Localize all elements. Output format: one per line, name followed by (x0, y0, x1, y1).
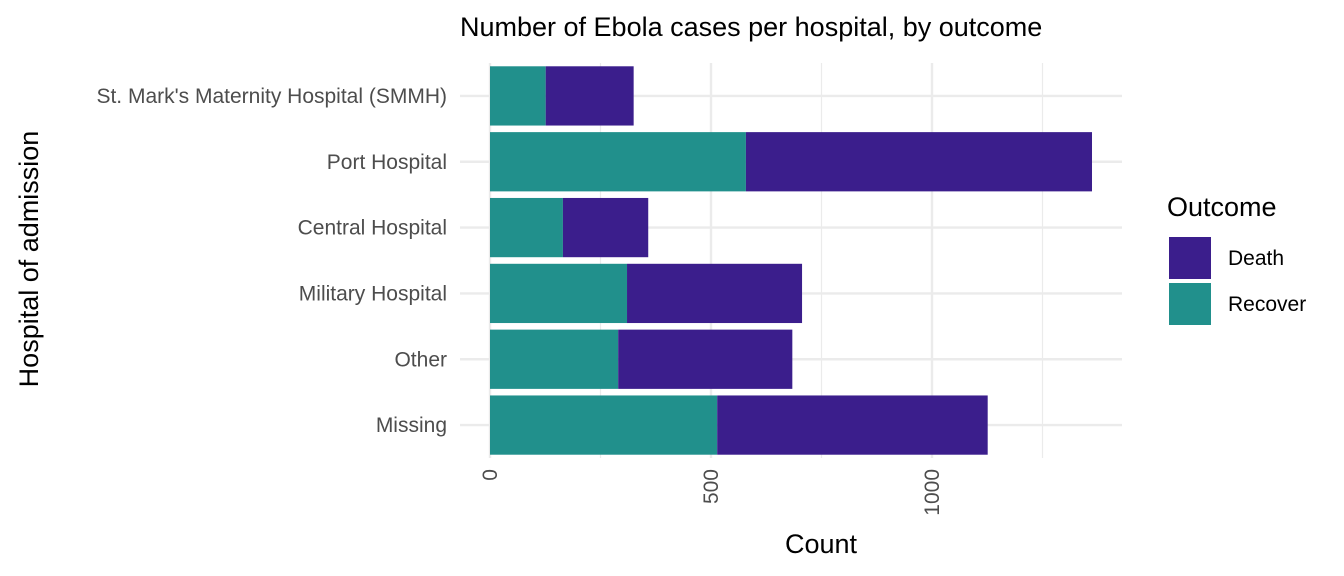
bar-recover-0 (490, 66, 546, 126)
bar-death-4 (618, 329, 793, 389)
y-tick-label: St. Mark's Maternity Hospital (SMMH) (96, 85, 447, 108)
x-tick-label: 0 (479, 469, 502, 481)
x-tick-label: 500 (700, 469, 723, 504)
bars (490, 66, 1093, 455)
bar-recover-2 (490, 197, 563, 258)
y-tick-label: Military Hospital (299, 282, 447, 305)
legend: Outcome Death Recover (1167, 192, 1306, 325)
y-tick-label: Other (394, 348, 447, 371)
y-axis-tick-labels: St. Mark's Maternity Hospital (SMMH) Port… (96, 85, 447, 437)
bar-recover-5 (490, 395, 718, 455)
legend-key-death (1169, 237, 1211, 279)
bar-death-3 (627, 263, 803, 324)
legend-key-recover (1169, 283, 1211, 325)
chart-title: Number of Ebola cases per hospital, by o… (460, 12, 1042, 42)
bar-death-2 (562, 197, 649, 258)
bar-recover-1 (490, 132, 746, 192)
x-axis-tick-labels: 0 500 1000 (479, 469, 944, 516)
y-axis-title: Hospital of admission (14, 131, 44, 388)
y-tick-label: Missing (376, 414, 447, 437)
legend-entries: Death Recover (1169, 237, 1306, 325)
bar-recover-3 (490, 263, 628, 324)
legend-label-death: Death (1228, 247, 1284, 270)
x-axis-title: Count (785, 529, 858, 559)
y-tick-label: Central Hospital (298, 217, 447, 240)
bar-recover-4 (490, 329, 619, 389)
bar-death-1 (745, 132, 1093, 192)
y-tick-label: Port Hospital (327, 151, 447, 174)
legend-title: Outcome (1167, 192, 1277, 222)
x-tick-label: 1000 (921, 469, 944, 516)
bar-death-0 (545, 66, 634, 126)
bar-death-5 (717, 395, 988, 455)
legend-label-recover: Recover (1228, 293, 1306, 316)
